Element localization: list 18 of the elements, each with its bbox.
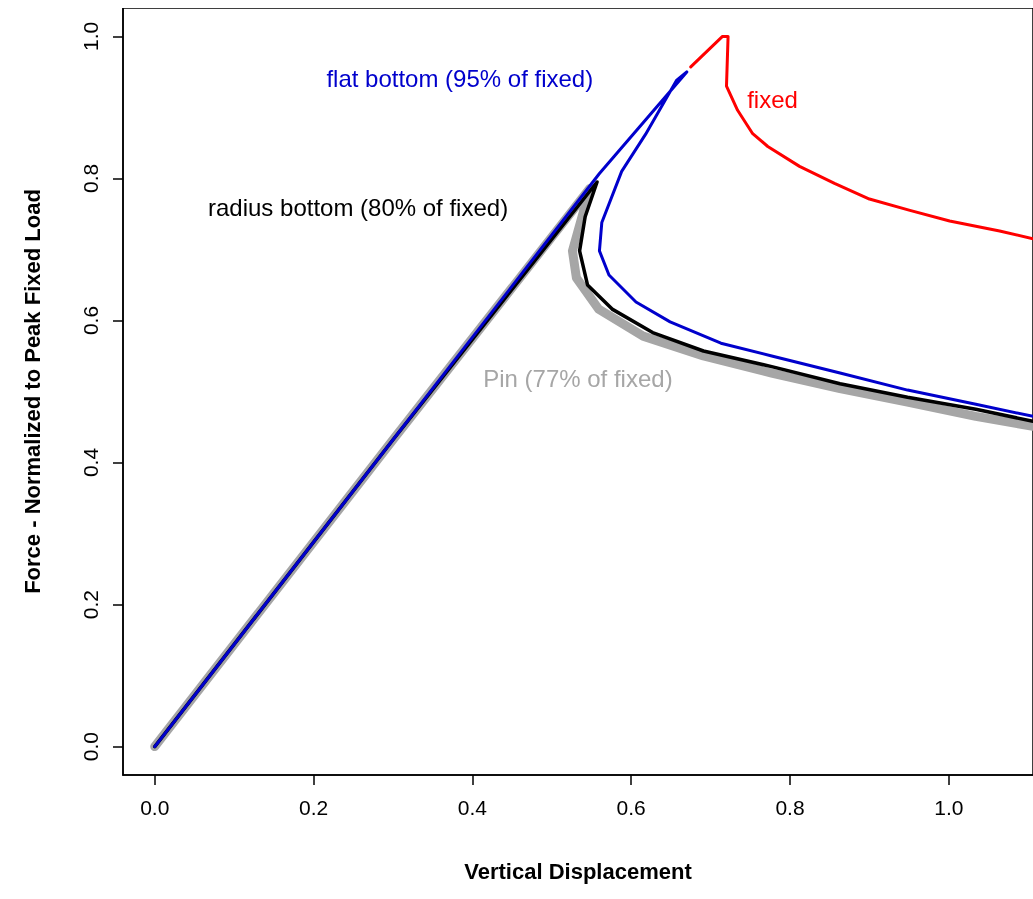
x-tick-label: 0.8: [775, 796, 805, 819]
x-tick-label: 0.6: [616, 796, 646, 819]
x-tick-label: 0.0: [140, 796, 170, 819]
y-tick-label: 0.0: [79, 731, 102, 762]
x-axis-title: Vertical Displacement: [464, 858, 693, 884]
series-label: Pin (77% of fixed): [483, 364, 673, 392]
y-axis-title: Force - Normalized to Peak Fixed Load: [19, 189, 45, 594]
y-tick-label: 0.2: [79, 589, 102, 620]
y-tick-label: 0.8: [79, 163, 102, 194]
text: flat bottom (95% of fixed): [326, 65, 594, 93]
y-tick-label: 0.6: [79, 305, 102, 336]
x-tick-label: 1.0: [934, 796, 964, 819]
x-tick-label: 0.2: [298, 796, 329, 819]
x-tick-label: 0.4: [457, 796, 488, 819]
y-tick-label: 1.0: [79, 21, 102, 52]
y-tick-label: 0.4: [79, 447, 102, 478]
series-label: radius bottom (80% of fixed): [207, 194, 509, 222]
series-label: fixed: [747, 85, 798, 113]
